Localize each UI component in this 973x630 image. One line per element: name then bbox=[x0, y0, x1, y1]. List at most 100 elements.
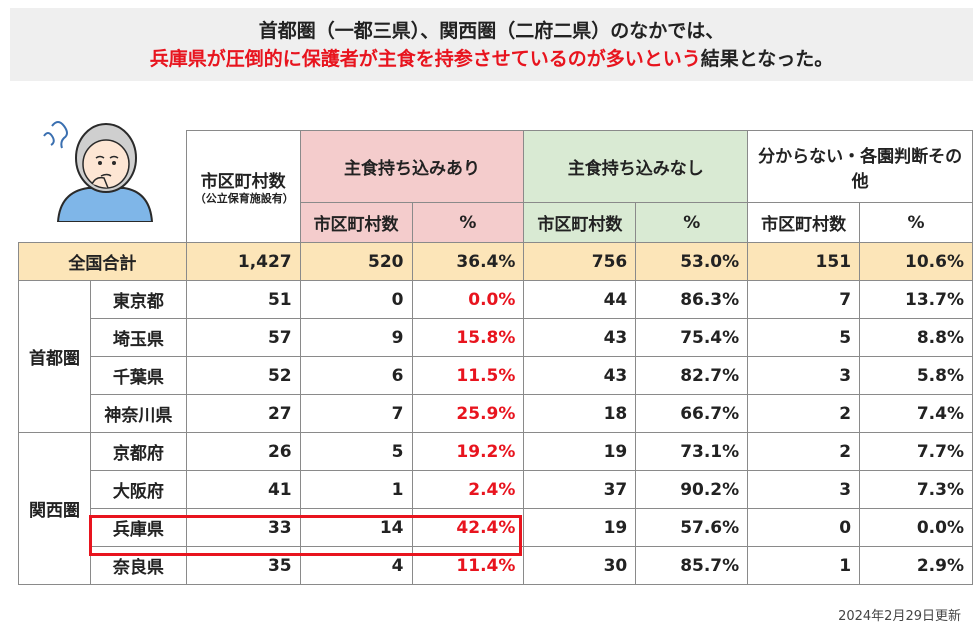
other-pct: 13.7% bbox=[859, 280, 973, 319]
thinking-person-illustration bbox=[43, 121, 154, 222]
no-count: 43 bbox=[523, 318, 637, 357]
no-count: 37 bbox=[523, 470, 637, 509]
other-count: 2 bbox=[747, 432, 861, 471]
total-other-pct: 10.6% bbox=[859, 242, 973, 281]
other-pct: 5.8% bbox=[859, 356, 973, 395]
no-count: 44 bbox=[523, 280, 637, 319]
no-pct: 57.6% bbox=[635, 508, 749, 547]
total-yes-pct: 36.4% bbox=[411, 242, 525, 281]
yes-count: 14 bbox=[299, 508, 413, 547]
header-group-yes: 主食持ち込みあり bbox=[299, 130, 525, 203]
other-count: 2 bbox=[747, 394, 861, 433]
other-count: 3 bbox=[747, 356, 861, 395]
no-count: 19 bbox=[523, 432, 637, 471]
pref-name: 兵庫県 bbox=[89, 508, 187, 547]
table-row: 奈良県 35 4 11.4% 30 85.7% 1 2.9% bbox=[19, 546, 973, 585]
municipality-count: 52 bbox=[185, 356, 301, 395]
table-row: 兵庫県 33 14 42.4% 19 57.6% 0 0.0% bbox=[19, 508, 973, 547]
header-other-pct: % bbox=[859, 202, 973, 243]
total-other-count: 151 bbox=[747, 242, 861, 281]
header-other-count: 市区町村数 bbox=[747, 202, 861, 243]
total-row: 全国合計 1,427 520 36.4% 756 53.0% 151 10.6% bbox=[18, 242, 973, 281]
other-count: 3 bbox=[747, 470, 861, 509]
header-municipalities: 市区町村数 （公立保育施設有） bbox=[185, 130, 301, 243]
header-row-2: 市区町村数 % 市区町村数 % 市区町村数 % bbox=[19, 202, 973, 243]
header-yes-pct: % bbox=[411, 202, 525, 243]
other-count: 0 bbox=[747, 508, 861, 547]
table-row: 大阪府 41 1 2.4% 37 90.2% 3 7.3% bbox=[19, 470, 973, 509]
no-pct: 85.7% bbox=[635, 546, 749, 585]
header-group-no: 主食持ち込みなし bbox=[523, 130, 749, 203]
no-pct: 75.4% bbox=[635, 318, 749, 357]
municipality-count: 41 bbox=[185, 470, 301, 509]
no-count: 43 bbox=[523, 356, 637, 395]
other-pct: 2.9% bbox=[859, 546, 973, 585]
yes-count: 7 bbox=[299, 394, 413, 433]
region-kansai: 関西圏 bbox=[18, 432, 91, 585]
total-no-count: 756 bbox=[523, 242, 637, 281]
headline-highlight: 兵庫県が圧倒的に保護者が主食を持参させているのが多いという bbox=[149, 47, 701, 70]
header-group-other: 分からない・各園判断その他 bbox=[747, 130, 973, 203]
municipality-count: 26 bbox=[185, 432, 301, 471]
no-count: 18 bbox=[523, 394, 637, 433]
other-pct: 7.7% bbox=[859, 432, 973, 471]
survey-table: 市区町村数 （公立保育施設有） 主食持ち込みあり 主食持ち込みなし 分からない・… bbox=[18, 130, 973, 585]
table-row: 関西圏 京都府 26 5 19.2% 19 73.1% 2 7.7% bbox=[18, 432, 973, 585]
no-pct: 82.7% bbox=[635, 356, 749, 395]
yes-count: 4 bbox=[299, 546, 413, 585]
updated-date: 2024年2月29日更新 bbox=[838, 609, 961, 624]
region-shutoken: 首都圏 bbox=[18, 280, 91, 433]
yes-pct: 2.4% bbox=[411, 470, 525, 509]
municipality-count: 33 bbox=[185, 508, 301, 547]
municipality-count: 35 bbox=[185, 546, 301, 585]
other-count: 7 bbox=[747, 280, 861, 319]
headline-line-2: 兵庫県が圧倒的に保護者が主食を持参させているのが多いという結果となった。 bbox=[150, 45, 833, 73]
pref-name: 神奈川県 bbox=[89, 394, 187, 433]
yes-pct: 15.8% bbox=[411, 318, 525, 357]
header-no-count: 市区町村数 bbox=[523, 202, 637, 243]
headline-banner: 首都圏（一都三県）、関西圏（二府二県）のなかでは、 兵庫県が圧倒的に保護者が主食… bbox=[10, 8, 973, 81]
header-row-1: 市区町村数 （公立保育施設有） 主食持ち込みあり 主食持ち込みなし 分からない・… bbox=[19, 130, 973, 243]
other-pct: 0.0% bbox=[859, 508, 973, 547]
no-pct: 86.3% bbox=[635, 280, 749, 319]
table-row: 神奈川県 27 7 25.9% 18 66.7% 2 7.4% bbox=[19, 394, 973, 433]
yes-pct: 25.9% bbox=[411, 394, 525, 433]
total-municipalities: 1,427 bbox=[185, 242, 301, 281]
municipality-count: 27 bbox=[185, 394, 301, 433]
yes-pct: 11.5% bbox=[411, 356, 525, 395]
other-count: 1 bbox=[747, 546, 861, 585]
yes-pct: 42.4% bbox=[411, 508, 525, 547]
total-yes-count: 520 bbox=[299, 242, 413, 281]
pref-name: 奈良県 bbox=[89, 546, 187, 585]
table-row: 千葉県 52 6 11.5% 43 82.7% 3 5.8% bbox=[19, 356, 973, 395]
yes-count: 9 bbox=[299, 318, 413, 357]
other-count: 5 bbox=[747, 318, 861, 357]
municipality-count: 51 bbox=[185, 280, 301, 319]
yes-pct: 0.0% bbox=[411, 280, 525, 319]
headline-tail: 結果となった。 bbox=[700, 47, 834, 70]
municipality-count: 57 bbox=[185, 318, 301, 357]
pref-name: 大阪府 bbox=[89, 470, 187, 509]
pref-name: 東京都 bbox=[89, 280, 187, 319]
pref-name: 千葉県 bbox=[89, 356, 187, 395]
other-pct: 7.4% bbox=[859, 394, 973, 433]
yes-count: 5 bbox=[299, 432, 413, 471]
other-pct: 7.3% bbox=[859, 470, 973, 509]
header-municipalities-note: （公立保育施設有） bbox=[194, 192, 294, 205]
total-no-pct: 53.0% bbox=[635, 242, 749, 281]
no-pct: 73.1% bbox=[635, 432, 749, 471]
headline-line-1: 首都圏（一都三県）、関西圏（二府二県）のなかでは、 bbox=[258, 19, 725, 42]
yes-count: 1 bbox=[299, 470, 413, 509]
no-count: 30 bbox=[523, 546, 637, 585]
yes-count: 0 bbox=[299, 280, 413, 319]
total-label: 全国合計 bbox=[18, 242, 187, 281]
no-count: 19 bbox=[523, 508, 637, 547]
yes-pct: 19.2% bbox=[411, 432, 525, 471]
yes-count: 6 bbox=[299, 356, 413, 395]
other-pct: 8.8% bbox=[859, 318, 973, 357]
no-pct: 90.2% bbox=[635, 470, 749, 509]
table-row: 埼玉県 57 9 15.8% 43 75.4% 5 8.8% bbox=[19, 318, 973, 357]
header-yes-count: 市区町村数 bbox=[299, 202, 413, 243]
header-no-pct: % bbox=[635, 202, 749, 243]
yes-pct: 11.4% bbox=[411, 546, 525, 585]
